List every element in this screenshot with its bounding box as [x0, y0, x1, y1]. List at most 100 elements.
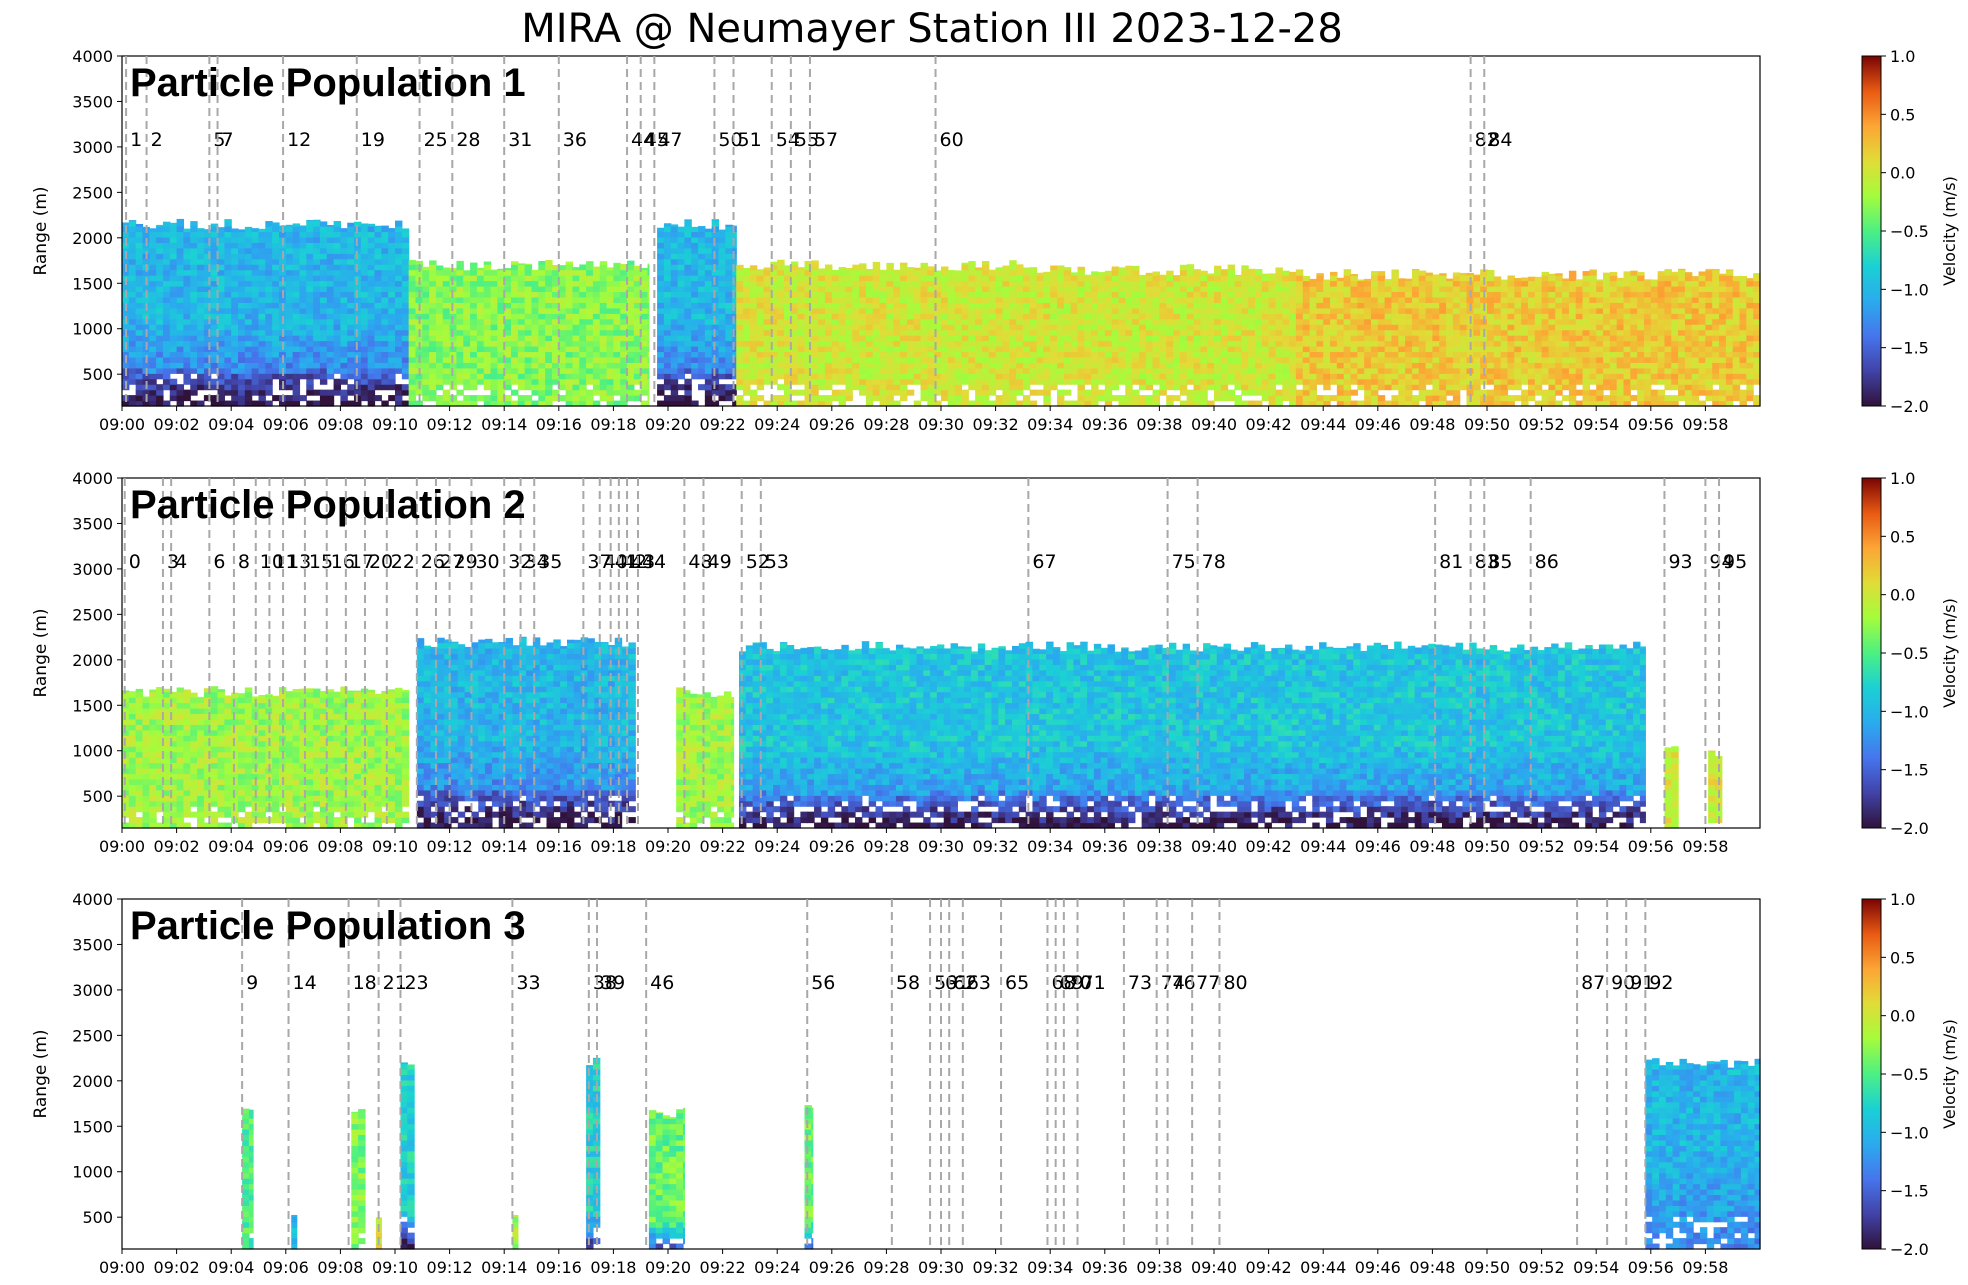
- heatmap-cell: [1302, 291, 1311, 298]
- heatmap-cell: [1159, 384, 1167, 391]
- heatmap-cell: [968, 335, 976, 342]
- heatmap-cell: [292, 356, 301, 363]
- heatmap-cell: [299, 340, 307, 347]
- heatmap-cell: [790, 275, 799, 282]
- heatmap-cell: [176, 253, 185, 260]
- heatmap-cell: [711, 220, 720, 227]
- heatmap-cell: [872, 302, 881, 309]
- heatmap-cell: [1295, 340, 1304, 347]
- heatmap-cell: [824, 335, 833, 342]
- heatmap-cell: [231, 378, 239, 385]
- heatmap-cell: [657, 400, 665, 407]
- heatmap-cell: [947, 400, 956, 407]
- heatmap-cell: [306, 384, 314, 391]
- heatmap-cell: [831, 275, 840, 282]
- heatmap-cell: [1241, 296, 1249, 303]
- heatmap-cell: [135, 356, 144, 363]
- heatmap-cell: [1016, 335, 1024, 342]
- heatmap-cell: [913, 296, 922, 303]
- heatmap-cell: [251, 280, 260, 287]
- heatmap-cell: [1330, 356, 1338, 363]
- heatmap-cell: [1309, 367, 1317, 374]
- heatmap-cell: [524, 384, 533, 391]
- heatmap-cell: [1295, 302, 1304, 309]
- heatmap-cell: [572, 400, 580, 407]
- heatmap-cell: [238, 269, 246, 276]
- heatmap-cell: [306, 302, 314, 309]
- heatmap-cell: [579, 275, 587, 282]
- heatmap-cell: [811, 351, 819, 358]
- heatmap-cell: [1125, 384, 1133, 391]
- heatmap-cell: [401, 389, 410, 396]
- heatmap-cell: [238, 389, 246, 396]
- heatmap-cell: [176, 226, 185, 233]
- heatmap-cell: [190, 291, 198, 298]
- heatmap-cell: [456, 307, 464, 314]
- heatmap-cell: [725, 307, 733, 314]
- heatmap-cell: [725, 395, 733, 402]
- heatmap-cell: [1091, 346, 1099, 353]
- heatmap-cell: [217, 242, 225, 249]
- heatmap-cell: [490, 384, 498, 391]
- heatmap-cell: [347, 269, 355, 276]
- heatmap-cell: [824, 329, 833, 336]
- heatmap-cell: [704, 351, 713, 358]
- heatmap-cell: [1214, 384, 1222, 391]
- heatmap-cell: [122, 222, 130, 227]
- heatmap-cell: [865, 346, 874, 353]
- heatmap-cell: [1186, 264, 1195, 271]
- heatmap-cell: [981, 313, 990, 320]
- heatmap-cell: [886, 307, 894, 314]
- heatmap-cell: [538, 362, 546, 369]
- heatmap-cell: [1254, 280, 1263, 287]
- heatmap-cell: [684, 302, 692, 309]
- heatmap-cell: [1275, 291, 1283, 298]
- heatmap-cell: [217, 329, 225, 336]
- heatmap-cell: [122, 286, 130, 293]
- heatmap-cell: [313, 400, 321, 407]
- heatmap-cell: [663, 340, 672, 347]
- heatmap-cell: [435, 280, 444, 287]
- heatmap-cell: [1248, 268, 1256, 271]
- heatmap-cell: [1357, 313, 1365, 320]
- heatmap-cell: [388, 231, 396, 238]
- heatmap-cell: [879, 302, 887, 309]
- heatmap-cell: [517, 324, 526, 331]
- heatmap-cell: [592, 362, 601, 369]
- heatmap-cell: [190, 247, 198, 254]
- heatmap-cell: [1364, 286, 1372, 293]
- heatmap-cell: [231, 247, 239, 254]
- heatmap-cell: [162, 275, 171, 282]
- heatmap-cell: [299, 264, 307, 271]
- heatmap-cell: [258, 253, 266, 260]
- heatmap-cell: [627, 340, 635, 347]
- heatmap-cell: [408, 296, 417, 303]
- heatmap-cell: [313, 373, 321, 380]
- heatmap-cell: [183, 318, 191, 325]
- heatmap-cell: [545, 260, 553, 265]
- heatmap-cell: [231, 356, 239, 363]
- heatmap-cell: [210, 231, 219, 238]
- heatmap-cell: [135, 362, 144, 369]
- heatmap-cell: [657, 346, 665, 353]
- heatmap-cell: [1193, 269, 1201, 276]
- heatmap-cell: [524, 335, 533, 342]
- heatmap-cell: [1207, 378, 1215, 385]
- heatmap-cell: [388, 264, 396, 271]
- heatmap-cell: [244, 264, 253, 271]
- heatmap-cell: [292, 223, 301, 227]
- heatmap-cell: [913, 329, 922, 336]
- heatmap-cell: [818, 329, 826, 336]
- heatmap-cell: [333, 264, 341, 271]
- heatmap-cell: [1220, 335, 1229, 342]
- heatmap-cell: [1248, 269, 1256, 276]
- heatmap-cell: [1138, 351, 1147, 358]
- heatmap-cell: [142, 373, 150, 380]
- heatmap-cell: [483, 400, 492, 407]
- heatmap-cell: [804, 378, 812, 385]
- heatmap-cell: [456, 302, 464, 309]
- heatmap-cell: [1295, 367, 1304, 374]
- heatmap-cell: [975, 384, 983, 391]
- heatmap-cell: [224, 307, 232, 314]
- heatmap-cell: [1370, 367, 1379, 374]
